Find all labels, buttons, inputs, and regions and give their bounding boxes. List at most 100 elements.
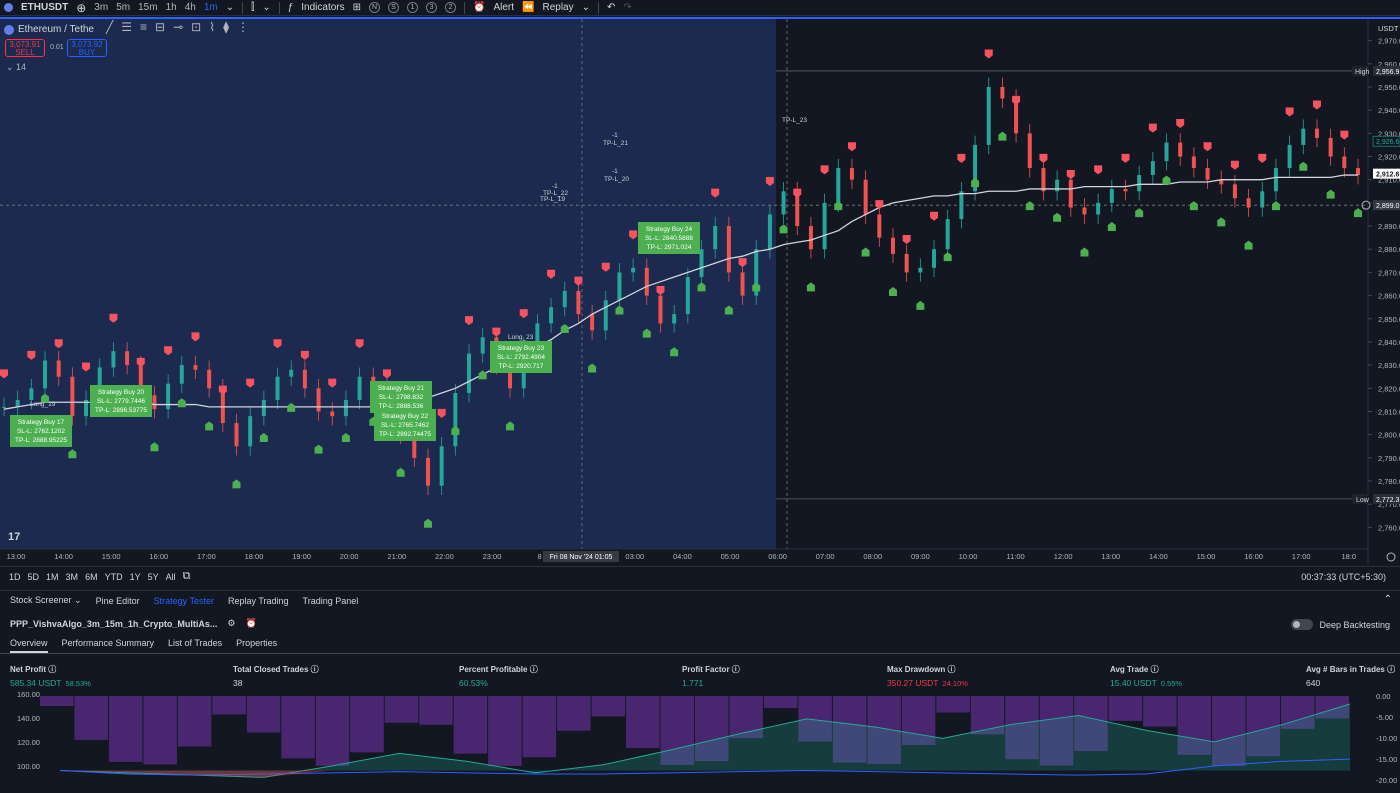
strategy-name[interactable]: PPP_VishvaAlgo_3m_15m_1h_Crypto_MultiAs.…	[10, 618, 218, 629]
candle-body	[1014, 98, 1019, 134]
buy-button[interactable]: 3,073.92 BUY	[67, 39, 107, 57]
timezone-clock[interactable]: 00:37:33 (UTC+5:30)	[1301, 572, 1386, 582]
info-icon[interactable]: ⓘ	[529, 665, 538, 674]
pattern-icon[interactable]: ⧫	[223, 20, 229, 34]
tab-replay-trading[interactable]: Replay Trading	[227, 595, 289, 606]
channel-icon[interactable]: ≡	[140, 20, 148, 34]
subtab-list-of-trades[interactable]: List of Trades	[168, 638, 223, 648]
redo-icon[interactable]: ↷	[623, 2, 632, 13]
range-1d[interactable]: 1D	[9, 571, 21, 582]
timeframe-3m[interactable]: 3m	[94, 2, 109, 13]
info-icon[interactable]: ⓘ	[310, 665, 319, 674]
chevron-down-icon[interactable]: ⌄	[581, 2, 591, 13]
timeframe-5m[interactable]: 5m	[116, 2, 131, 13]
horizontal-ray-icon[interactable]: ⊸	[173, 20, 184, 34]
candle-body	[617, 272, 622, 301]
info-icon[interactable]: ⓘ	[947, 665, 956, 674]
compare-add-icon[interactable]: ⊕	[76, 0, 87, 15]
replay-button[interactable]: Replay	[542, 2, 574, 13]
candles-icon[interactable]: ⫿	[251, 2, 255, 13]
sell-button[interactable]: 3,073.91 SELL	[5, 39, 45, 57]
tab-strategy-tester[interactable]: Strategy Tester	[153, 595, 214, 606]
alert-button[interactable]: Alert	[493, 2, 515, 13]
news-circle-icon[interactable]: N	[369, 2, 381, 13]
three-circle-icon[interactable]: 3	[426, 2, 438, 13]
chart-settings-icon[interactable]	[1386, 552, 1396, 562]
price-tick-label: 2,790.00	[1378, 454, 1400, 463]
range-5y[interactable]: 5Y	[147, 571, 159, 582]
timeframe-4h[interactable]: 4h	[184, 2, 196, 13]
alert-clock-icon[interactable]: ⏰	[245, 618, 257, 628]
indicators-button[interactable]: Indicators	[301, 2, 345, 13]
candle-body	[1301, 128, 1306, 145]
prev-price: 2,926.6	[1376, 139, 1399, 146]
timeframe-15m[interactable]: 15m	[138, 2, 158, 13]
more-tools-icon[interactable]: ⋮	[237, 20, 249, 34]
subtab-properties[interactable]: Properties	[236, 638, 278, 648]
time-tick-label: 15:00	[1197, 552, 1216, 561]
sell-signal-marker	[1039, 153, 1048, 163]
collapse-panel-icon[interactable]: ⌃	[1383, 594, 1392, 605]
range-all[interactable]: All	[165, 571, 176, 582]
range-6m[interactable]: 6M	[85, 571, 98, 582]
range-3m[interactable]: 3M	[65, 571, 79, 582]
timeframe-1m[interactable]: 1m	[203, 2, 218, 13]
equity-chart-svg[interactable]: 160.00 140.00 120.00 100.00 0.00 -5.00 -10.00 -…	[0, 690, 1400, 790]
divider	[464, 1, 466, 14]
ruler-icon[interactable]: ⊡	[191, 20, 202, 34]
sell-signal-marker	[328, 378, 337, 388]
tab-stock-screener[interactable]: Stock Screener ⌄	[10, 595, 82, 605]
deep-backtesting-toggle[interactable]	[1291, 619, 1314, 630]
price-chart[interactable]: 2,970.00 2,960.00 2,950.00 2,940.00 2,930.00…	[0, 19, 1400, 565]
equity-right-tick: -5.00	[1376, 713, 1393, 722]
undo-icon[interactable]: ↶	[607, 2, 616, 13]
info-icon[interactable]: ⓘ	[1150, 665, 1159, 674]
sell-signal-marker	[1312, 100, 1321, 110]
candle-body	[603, 300, 608, 331]
sell-signal-marker	[984, 49, 993, 59]
layout-grid-icon[interactable]: ⊞	[352, 2, 362, 13]
one-circle-icon[interactable]: 1	[407, 2, 419, 13]
info-icon[interactable]: ⓘ	[1387, 665, 1396, 674]
chevron-down-icon[interactable]: ⌄	[262, 2, 271, 13]
go-to-date-icon[interactable]: ⧉	[182, 570, 191, 582]
drawdown-bar	[281, 696, 315, 759]
range-ytd[interactable]: YTD	[104, 571, 123, 582]
sell-signal-marker	[1012, 95, 1021, 105]
tab-pine-editor[interactable]: Pine Editor	[95, 595, 140, 606]
trend-line-icon[interactable]: ╱	[106, 20, 114, 34]
range-1m[interactable]: 1M	[46, 571, 59, 582]
tab-trading-panel[interactable]: Trading Panel	[302, 595, 359, 606]
drawdown-bar	[246, 696, 281, 733]
candle-body	[754, 249, 759, 296]
time-tick-label: 11:00	[1006, 552, 1024, 561]
subtab-overview[interactable]: Overview	[10, 638, 48, 653]
add-alert-icon[interactable]	[1361, 200, 1371, 210]
buy-signal-marker	[1107, 222, 1116, 232]
indicators-icon: ƒ	[287, 2, 294, 13]
equity-chart[interactable]: 160.00 140.00 120.00 100.00 0.00 -5.00 -10.00 -…	[0, 690, 1400, 790]
settings-gear-icon[interactable]: ⚙	[227, 618, 236, 628]
horizontal-lines-icon[interactable]: ☰	[121, 20, 132, 34]
s-circle-icon[interactable]: S	[388, 2, 400, 13]
range-1y[interactable]: 1Y	[129, 571, 141, 582]
symbol-icon	[4, 3, 13, 12]
annotation-text: SL-L: 2765.7462	[381, 422, 429, 429]
info-icon[interactable]: ⓘ	[731, 665, 740, 674]
symbol-search-button[interactable]: ETHUSDT	[21, 2, 69, 13]
sell-signal-marker	[218, 385, 227, 395]
price-chart-svg[interactable]: 2,970.00 2,960.00 2,950.00 2,940.00 2,930.00…	[0, 19, 1400, 565]
range-5d[interactable]: 5D	[27, 571, 40, 582]
indicator-length[interactable]: ⌄ 14	[6, 62, 27, 72]
last-price: 2,912.6	[1376, 172, 1399, 179]
subtab-performance-summary[interactable]: Performance Summary	[61, 638, 155, 648]
deep-backtesting: Deep Backtesting	[1291, 619, 1390, 630]
drawdown-bar	[1005, 696, 1039, 760]
fib-icon[interactable]: ⊟	[155, 20, 166, 34]
path-icon[interactable]: ⌇	[209, 20, 216, 34]
price-tick-label: 2,760.00	[1378, 523, 1400, 532]
two-circle-icon[interactable]: 2	[445, 2, 457, 13]
info-icon[interactable]: ⓘ	[48, 665, 57, 674]
timeframe-dropdown-icon[interactable]: ⌄	[225, 2, 235, 13]
timeframe-1h[interactable]: 1h	[165, 2, 177, 13]
